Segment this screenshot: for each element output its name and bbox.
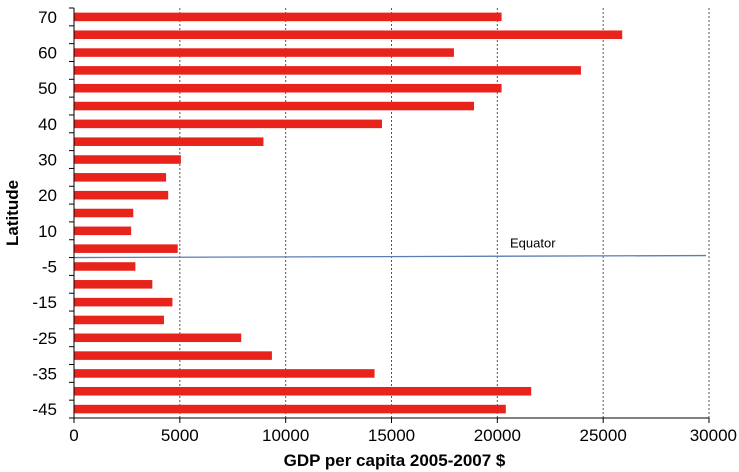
bar-lat--40 — [74, 386, 532, 396]
bar-lat-60 — [74, 48, 454, 57]
y-tick-label: 20 — [38, 186, 57, 205]
bar-lat-50 — [74, 83, 502, 93]
y-tick-label: -35 — [32, 364, 57, 383]
bar-lat-70 — [74, 12, 502, 22]
gridlines — [179, 8, 710, 418]
y-tick-label: 10 — [38, 222, 57, 241]
bar-lat-30 — [74, 155, 181, 164]
y-tick-label: 70 — [38, 8, 57, 27]
bar-lat-65 — [74, 30, 623, 40]
bar-lat--30 — [74, 351, 272, 360]
axes — [69, 7, 710, 423]
y-axis-title: Latitude — [3, 180, 22, 246]
x-tick-label: 20000 — [474, 426, 521, 445]
bar-lat-45 — [74, 101, 475, 111]
x-axis-title: GDP per capita 2005-2007 $ — [284, 451, 506, 470]
bars — [74, 12, 623, 414]
bar-lat-10 — [74, 226, 132, 236]
equator-line — [73, 254, 707, 259]
bar-lat--45 — [74, 404, 506, 414]
y-tick-label: 30 — [38, 151, 57, 170]
x-tick-labels: 0 5000 10000 15000 20000 25000 30000 — [69, 426, 737, 445]
x-tick-label: 30000 — [690, 426, 737, 445]
y-tick-label: -15 — [32, 293, 57, 312]
bar-lat-5 — [74, 244, 178, 253]
bar-lat--20 — [74, 315, 164, 325]
y-tick-labels: 70 60 50 40 30 20 10 -5 -15 -25 -35 -45 — [32, 8, 57, 419]
equator-label: Equator — [510, 236, 556, 251]
bar-lat--35 — [74, 369, 375, 378]
x-tick-label: 15000 — [368, 426, 415, 445]
x-tick-label: 5000 — [161, 426, 199, 445]
x-tick-label: 0 — [69, 426, 78, 445]
bar-lat--10 — [74, 280, 153, 289]
bar-lat-20 — [74, 190, 169, 200]
bar-lat--25 — [74, 333, 242, 343]
bar-lat--5 — [74, 262, 136, 271]
x-tick-label: 25000 — [580, 426, 627, 445]
y-tick-label: 50 — [38, 79, 57, 98]
equator-annotation: Equator — [73, 236, 707, 259]
bar-lat-40 — [74, 119, 382, 129]
y-tick-label: -45 — [32, 400, 57, 419]
y-tick-label: -25 — [32, 329, 57, 348]
bar-lat--15 — [74, 297, 173, 307]
x-tick-label: 10000 — [262, 426, 309, 445]
bar-lat-55 — [74, 66, 581, 75]
bar-lat-25 — [74, 173, 167, 182]
y-tick-label: -5 — [42, 257, 57, 276]
y-tick-label: 40 — [38, 115, 57, 134]
y-tick-label: 60 — [38, 44, 57, 63]
bar-lat-15 — [74, 208, 134, 218]
bar-lat-35 — [74, 137, 264, 146]
